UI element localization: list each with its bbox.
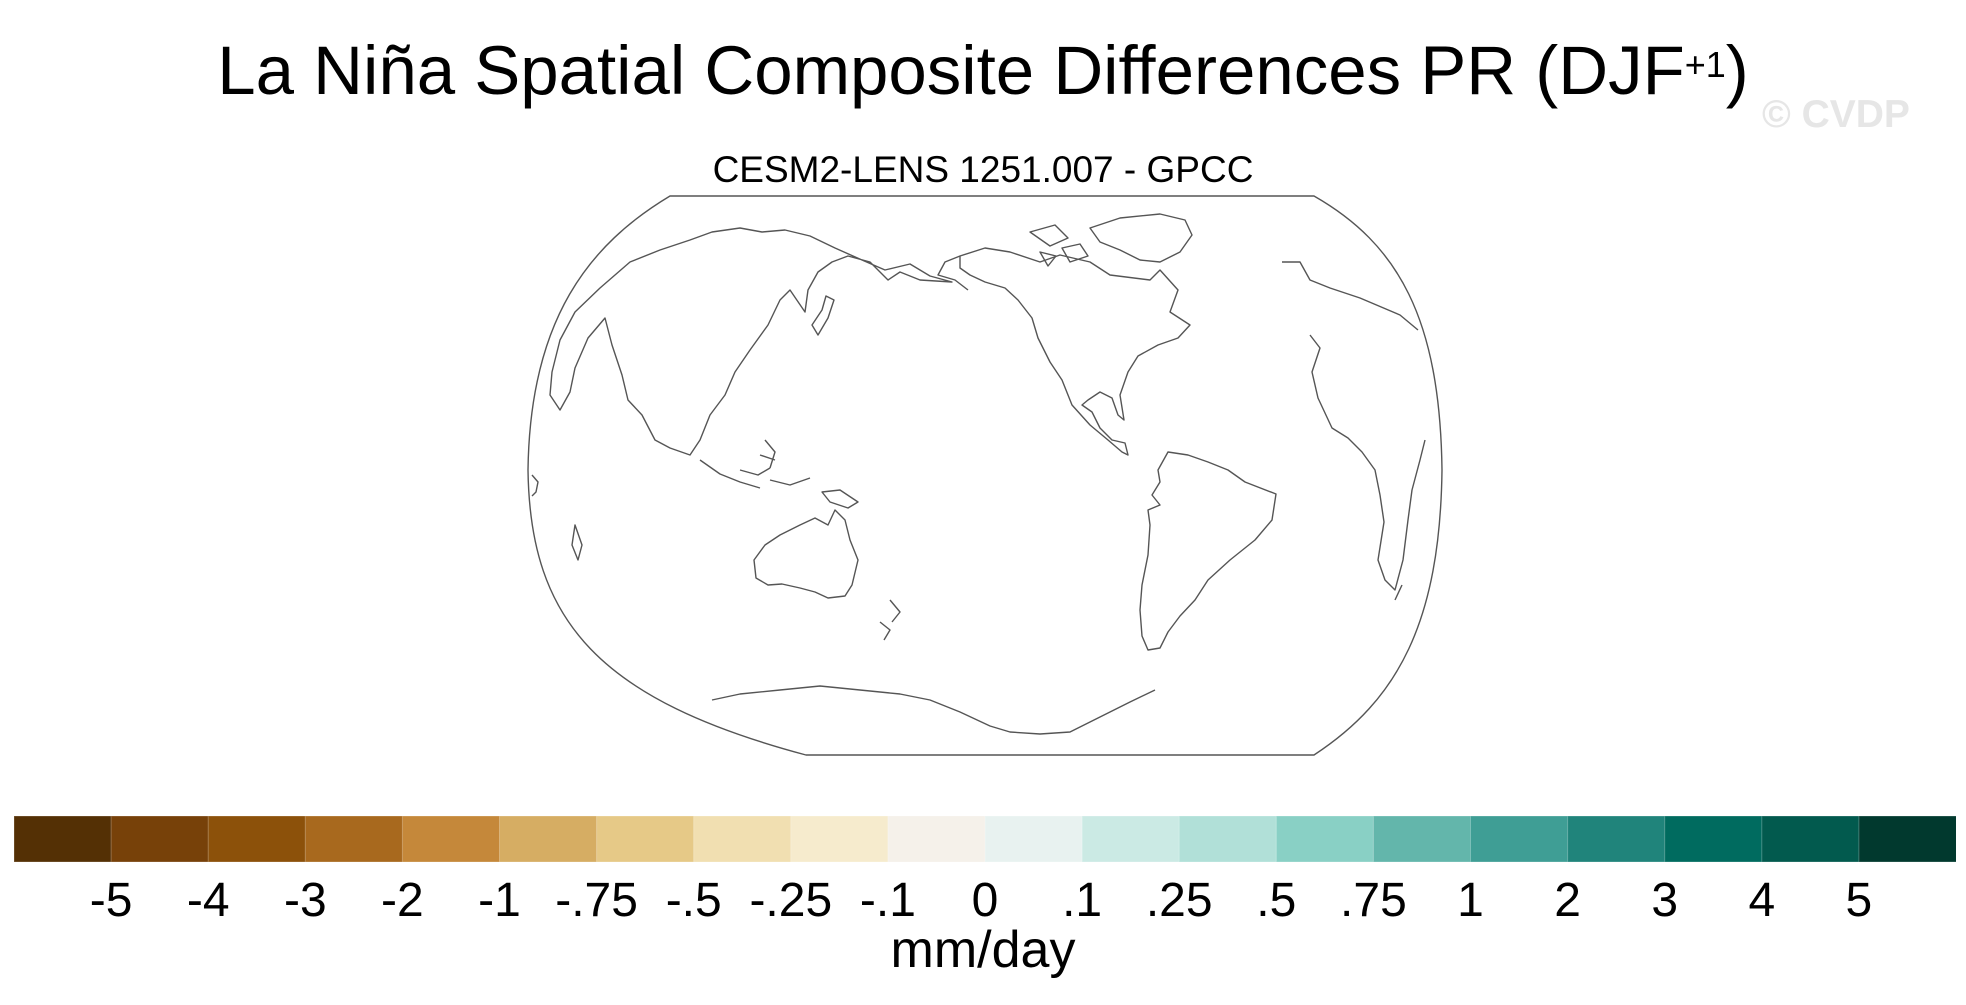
- coastline-left-africa: [531, 474, 583, 561]
- coastline-indonesia: [699, 439, 811, 489]
- colorbar-tick-label: 5: [1846, 874, 1873, 927]
- colorbar-swatch: [14, 816, 113, 862]
- colorbar: [14, 816, 1956, 862]
- map-subtitle: CESM2-LENS 1251.007 - GPCC: [712, 149, 1254, 190]
- colorbar-tick-label: 1: [1457, 874, 1484, 927]
- world-map: [527, 195, 1443, 756]
- colorbar-tick-label: -.25: [749, 874, 832, 927]
- colorbar-swatch: [401, 816, 501, 862]
- colorbar-swatch: [1275, 816, 1375, 862]
- colorbar-tick-label: 0: [972, 874, 999, 927]
- colorbar-tick-label: .75: [1340, 874, 1407, 927]
- coastline-greenland: [1089, 213, 1193, 263]
- coastline-australia: [753, 509, 859, 599]
- colorbar-unit-label: mm/day: [890, 921, 1076, 979]
- colorbar-tick-label: .1: [1062, 874, 1102, 927]
- coastline-south-america: [1139, 451, 1277, 651]
- coastline-alaska: [937, 255, 969, 291]
- title-close: ): [1725, 32, 1749, 109]
- coastline-asia: [549, 227, 953, 456]
- title-superscript: +1: [1684, 44, 1726, 85]
- colorbar-swatch: [790, 816, 889, 862]
- colorbar-swatch: [693, 816, 792, 862]
- coastline-north-america: [959, 247, 1191, 456]
- colorbar-swatch: [1470, 816, 1569, 862]
- map-outline: [527, 195, 1443, 756]
- colorbar-tick-label: -1: [478, 874, 521, 927]
- title-text: La Niña Spatial Composite Differences PR…: [217, 32, 1685, 109]
- colorbar-tick-label: .5: [1256, 874, 1296, 927]
- colorbar-tick-label: 3: [1651, 874, 1678, 927]
- colorbar-tick-label: -4: [187, 874, 230, 927]
- colorbar-tick-label: -.5: [666, 874, 722, 927]
- colorbar-swatch: [110, 816, 210, 862]
- colorbar-tick-label: -2: [381, 874, 424, 927]
- cvdp-watermark: © CVDP: [1762, 93, 1910, 136]
- coastline-new-zealand: [879, 599, 901, 641]
- page-title: La Niña Spatial Composite Differences PR…: [0, 26, 1966, 116]
- colorbar-swatch: [499, 816, 598, 862]
- colorbar-swatch: [1664, 816, 1763, 862]
- coastline-japan: [811, 295, 835, 336]
- colorbar-tick-label: .25: [1146, 874, 1213, 927]
- colorbar-swatch: [1372, 816, 1472, 862]
- colorbar-tick-label: -3: [284, 874, 327, 927]
- coastline-africa: [1309, 334, 1426, 591]
- coastline-madagascar: [1394, 584, 1403, 601]
- colorbar-swatch: [596, 816, 695, 862]
- colorbar-swatch: [304, 816, 404, 862]
- coastline-antarctica: [711, 685, 1156, 735]
- colorbar-swatch: [1178, 816, 1278, 862]
- colorbar-swatch: [207, 816, 307, 862]
- colorbar-tick-label: -5: [90, 874, 133, 927]
- coastline-europe: [1282, 261, 1419, 331]
- colorbar-swatch: [984, 816, 1084, 862]
- colorbar-swatch: [1567, 816, 1666, 862]
- colorbar-tick-label: -.75: [555, 874, 638, 927]
- colorbar-swatch: [887, 816, 987, 862]
- colorbar-tick-label: 4: [1748, 874, 1775, 927]
- coastline-arctic-islands: [1029, 224, 1089, 267]
- colorbar-swatch: [1858, 816, 1956, 862]
- colorbar-swatch: [1761, 816, 1860, 862]
- coastline-new-guinea: [821, 489, 859, 509]
- colorbar-tick-label: -.1: [860, 874, 916, 927]
- colorbar-swatch: [1081, 816, 1181, 862]
- colorbar-tick-label: 2: [1554, 874, 1581, 927]
- colorbar-tick-labels: -5 -4 -3 -2 -1 -.75 -.5 -.25 -.1 0 .1 .25 .5 .75 1 2 3 4 5: [90, 874, 1873, 927]
